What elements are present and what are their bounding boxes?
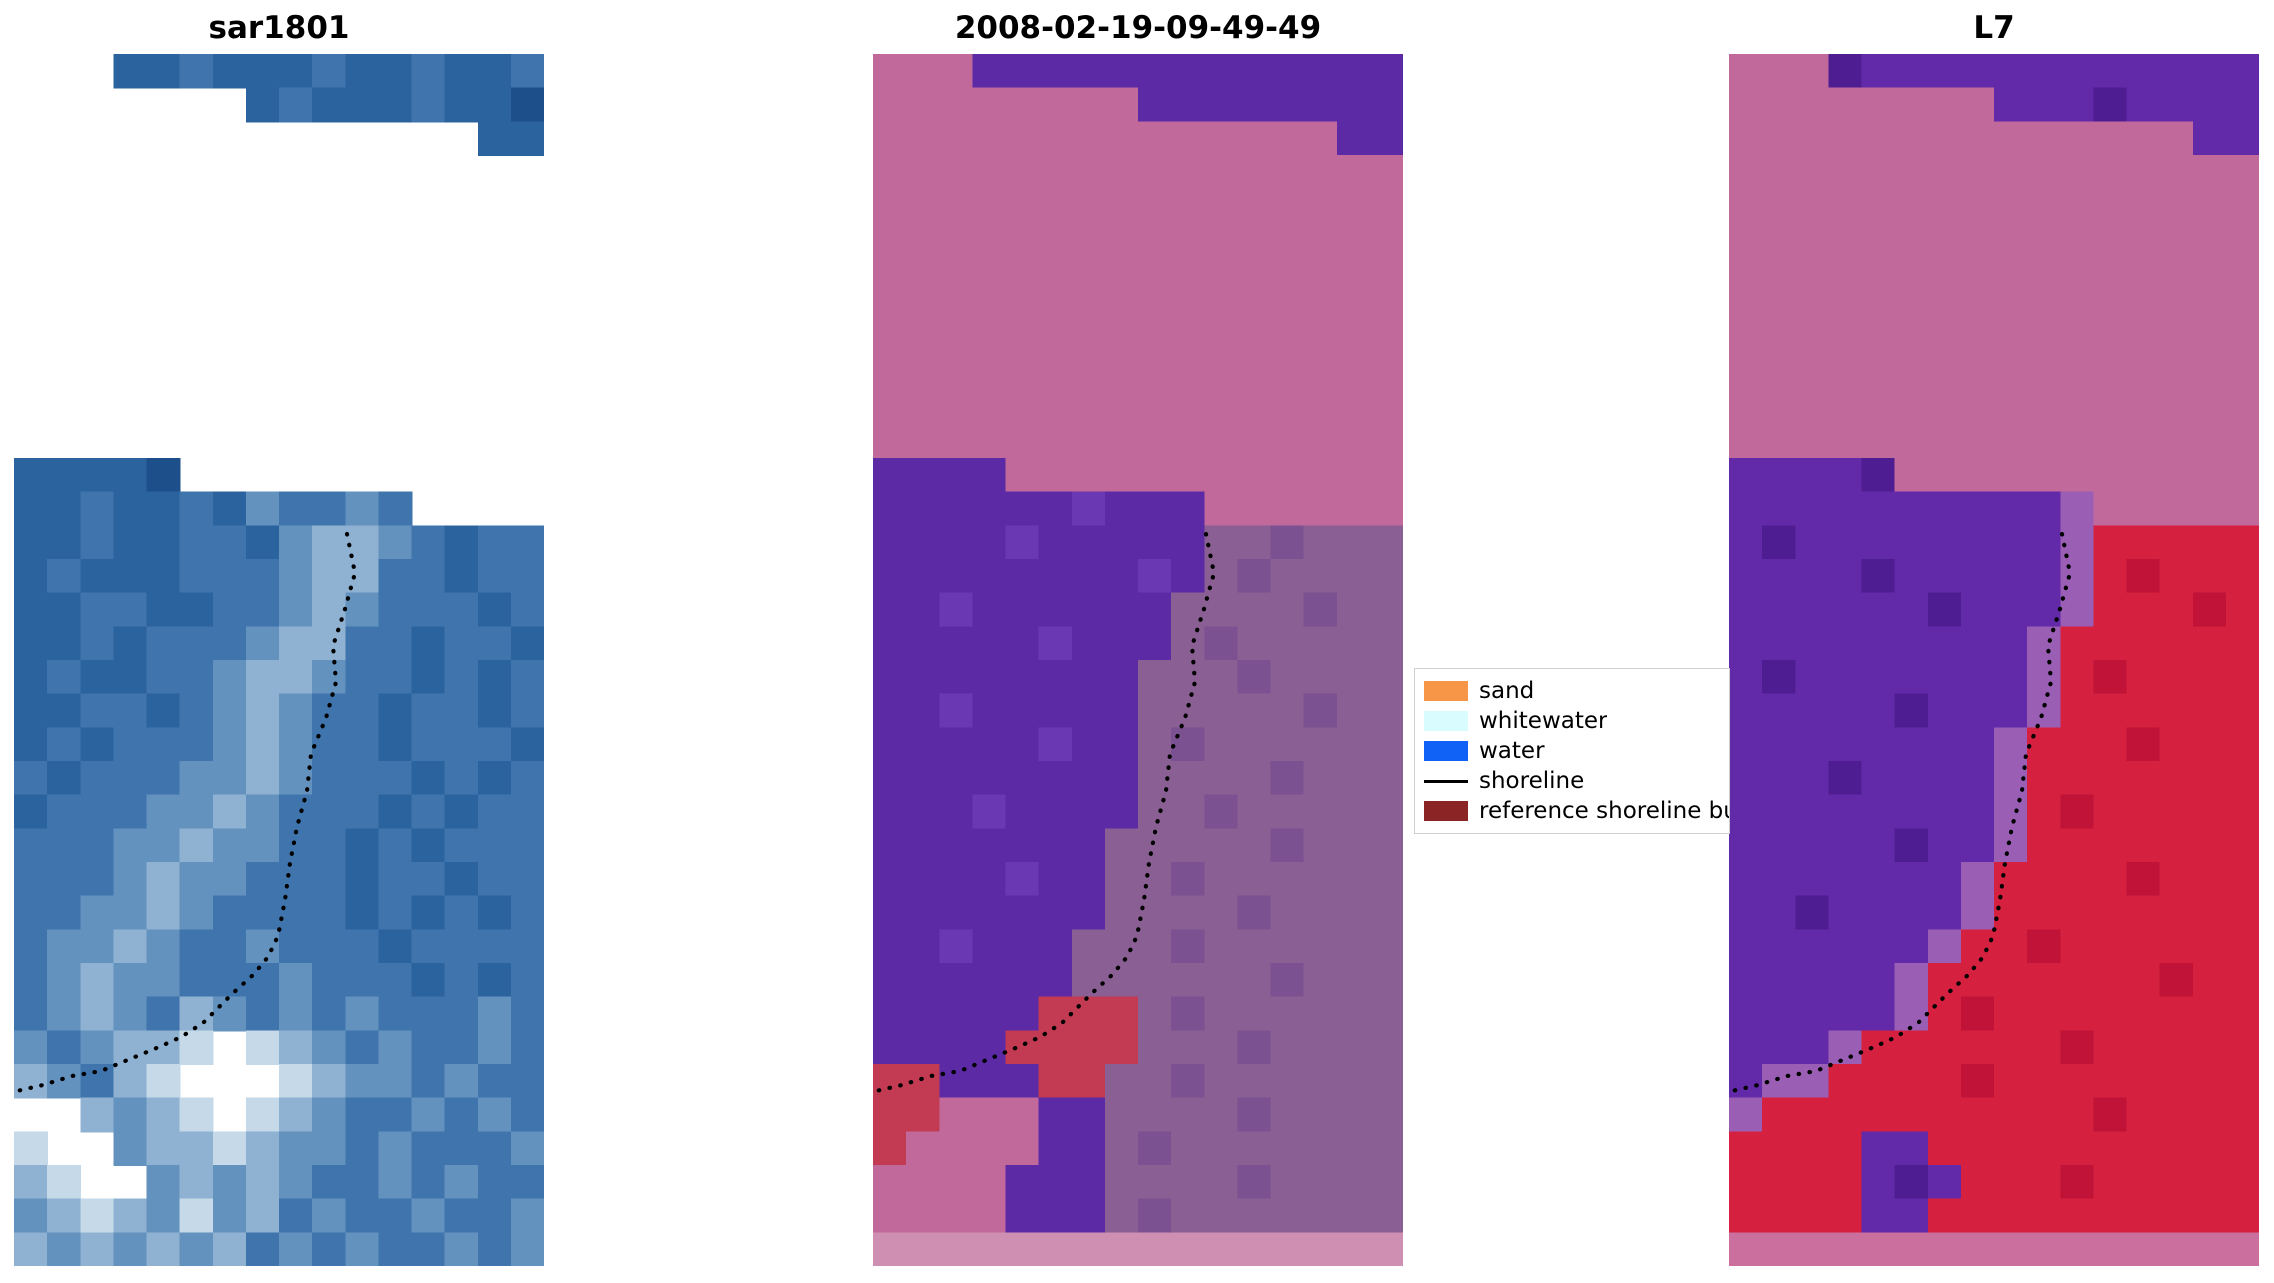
legend-item-water: water <box>1424 736 1729 766</box>
panel-image-sar1801 <box>14 54 544 1266</box>
shoreline-dotted-line <box>873 531 1217 1094</box>
legend-item-sand: sand <box>1424 676 1729 706</box>
legend-item-shoreline: shoreline <box>1424 766 1729 796</box>
panel-title-sar1801: sar1801 <box>208 10 350 46</box>
panel-image-l7 <box>1729 54 2259 1266</box>
legend-item-reference: reference shoreline buff <box>1424 796 1729 826</box>
legend-label-water: water <box>1479 738 1545 764</box>
legend-list: sand whitewater water shoreline reference sh… <box>1424 676 1729 826</box>
legend-swatch-whitewater-patch-icon <box>1424 711 1468 731</box>
legend-item-whitewater: whitewater <box>1424 706 1729 736</box>
panel-title-date: 2008-02-19-09-49-49 <box>954 10 1322 46</box>
legend-label-whitewater: whitewater <box>1479 708 1608 734</box>
legend-label-reference: reference shoreline buff <box>1479 798 1729 824</box>
panel-title-l7: L7 <box>1973 10 2015 46</box>
legend-swatch-shoreline-line-icon <box>1424 779 1468 783</box>
legend-swatch-water-patch-icon <box>1424 741 1468 761</box>
legend: sand whitewater water shoreline reference sh… <box>1414 668 1730 834</box>
legend-label-shoreline: shoreline <box>1479 768 1585 794</box>
legend-label-sand: sand <box>1479 678 1535 704</box>
shoreline-dotted-line <box>14 531 358 1094</box>
shoreline-dotted-line <box>1729 531 2073 1094</box>
panel-image-classified-date <box>873 54 1403 1266</box>
legend-swatch-sand-patch-icon <box>1424 681 1468 701</box>
legend-swatch-reference-patch-icon <box>1424 801 1468 821</box>
